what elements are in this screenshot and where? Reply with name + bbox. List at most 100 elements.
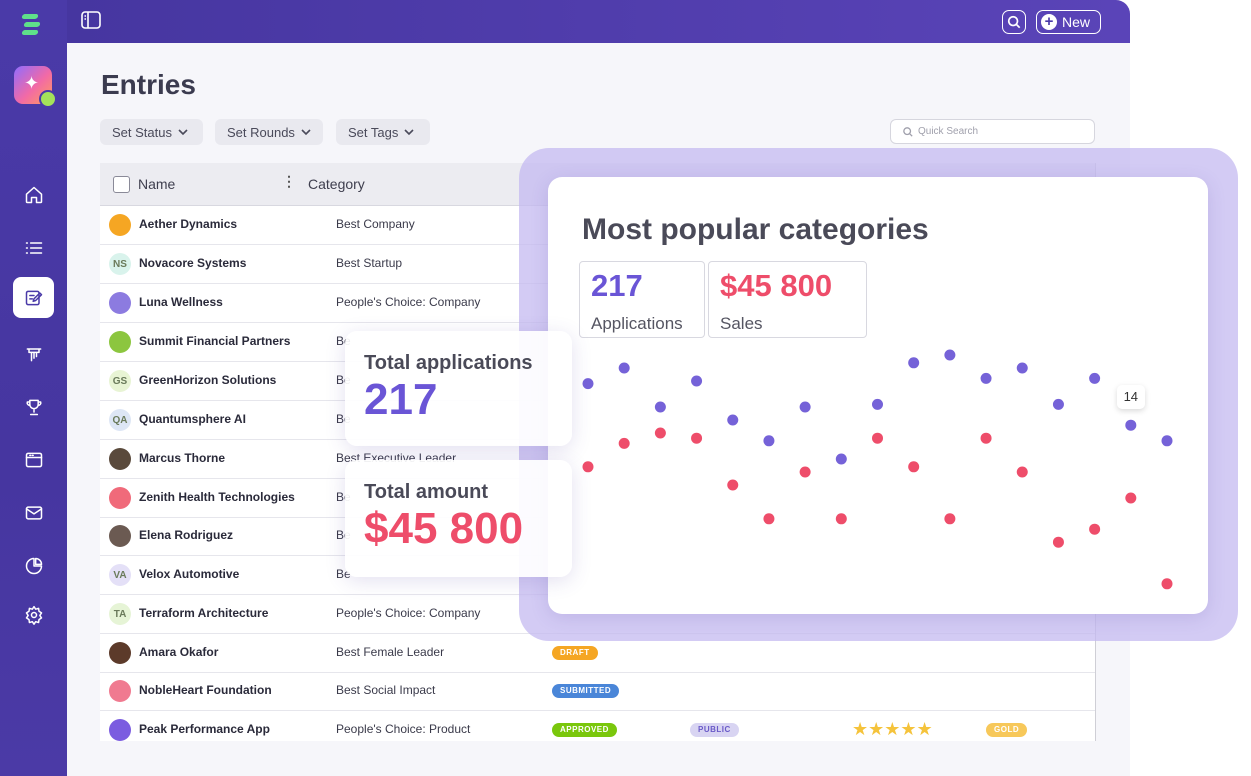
entry-category: Best Startup [336, 256, 403, 270]
page-title: Entries [101, 69, 196, 100]
applications-point [908, 357, 920, 369]
entry-avatar: VA [109, 564, 131, 586]
entry-name[interactable]: Elena Rodriguez [139, 528, 234, 542]
entry-name[interactable]: Luna Wellness [139, 295, 223, 309]
status-badge: DRAFT [552, 646, 598, 660]
sidebar-toggle-icon[interactable] [81, 11, 101, 29]
sales-point [1016, 466, 1028, 478]
entry-name[interactable]: Peak Performance App [139, 722, 270, 736]
set-status-dropdown[interactable]: Set Status [100, 119, 203, 145]
applications-point [582, 378, 594, 390]
window-icon [25, 452, 42, 467]
table-row[interactable]: NobleHeart Foundation Best Social Impact S… [100, 672, 1095, 711]
settings-nav-item[interactable] [13, 594, 54, 635]
set-tags-dropdown[interactable]: Set Tags [336, 119, 430, 145]
status-badge: SUBMITTED [552, 684, 620, 698]
search-button[interactable] [1002, 10, 1026, 34]
search-icon [903, 126, 913, 137]
column-header-category[interactable]: Category [308, 176, 365, 192]
home-icon [25, 186, 42, 203]
applications-point [799, 401, 811, 413]
chevron-down-icon [404, 129, 414, 136]
sales-point [799, 466, 811, 478]
total-amount-value: $45 800 [364, 504, 524, 553]
trophy-icon [25, 399, 42, 415]
applications-point [1016, 362, 1028, 374]
sidebar: ✦ [0, 0, 67, 776]
table-row[interactable]: Peak Performance App People's Choice: Pro… [100, 711, 1095, 741]
entry-category: Best Female Leader [336, 645, 445, 659]
sales-point [618, 437, 630, 449]
entry-avatar [109, 214, 131, 236]
new-button[interactable]: + New [1036, 10, 1101, 34]
entry-name[interactable]: Aether Dynamics [139, 217, 238, 231]
entry-name[interactable]: GreenHorizon Solutions [139, 373, 277, 387]
sales-point [944, 513, 956, 525]
entry-avatar [109, 719, 131, 741]
entry-avatar [109, 525, 131, 547]
entry-avatar: TA [109, 603, 131, 625]
calendar-nav-item[interactable] [13, 439, 54, 480]
entry-category: Best Social Impact [336, 683, 436, 697]
entry-name[interactable]: Zenith Health Technologies [139, 490, 295, 504]
kpi-applications: 217 Applications [579, 261, 705, 338]
chart-title: Most popular categories [582, 213, 929, 246]
search-icon [1007, 15, 1021, 29]
sales-point [727, 479, 739, 491]
workspace-avatar[interactable]: ✦ [14, 66, 57, 108]
entry-avatar [109, 487, 131, 509]
top-bar: + New [67, 0, 1130, 43]
list-icon [25, 241, 42, 254]
select-all-checkbox[interactable] [113, 176, 130, 193]
visibility-tag: PUBLIC [690, 723, 739, 737]
applications-point [1125, 419, 1137, 431]
kpi-sales-value: $45 800 [720, 268, 833, 303]
set-rounds-label: Set Rounds [227, 124, 295, 140]
entry-name[interactable]: Amara Okafor [139, 645, 219, 659]
rounds-nav-item[interactable] [13, 333, 54, 374]
quick-search-placeholder: Quick Search [918, 126, 979, 137]
total-amount-title: Total amount [364, 481, 489, 503]
home-nav-item[interactable] [13, 174, 54, 215]
sales-point [763, 513, 775, 525]
awards-nav-item[interactable] [13, 386, 54, 427]
entry-name[interactable]: NobleHeart Foundation [139, 683, 272, 697]
sales-point [980, 432, 992, 444]
set-rounds-dropdown[interactable]: Set Rounds [215, 119, 323, 145]
entry-avatar [109, 680, 131, 702]
entry-avatar [109, 331, 131, 353]
quick-search-input[interactable]: Quick Search [890, 119, 1095, 144]
entry-name[interactable]: Marcus Thorne [139, 451, 226, 465]
entry-avatar [109, 642, 131, 664]
entry-name[interactable]: Velox Automotive [139, 567, 240, 581]
entry-name[interactable]: Terraform Architecture [139, 606, 269, 620]
mail-icon [25, 505, 42, 520]
set-status-label: Set Status [112, 124, 172, 140]
column-header-name[interactable]: Name [138, 176, 176, 192]
chart-card: Most popular categories 217 Applications… [548, 177, 1208, 614]
total-applications-value: 217 [364, 375, 438, 424]
total-applications-card: Total applications 217 [345, 331, 572, 446]
chevron-down-icon [301, 129, 311, 136]
chart-tooltip: 14 [1116, 385, 1145, 410]
mail-nav-item[interactable] [13, 492, 54, 533]
applications-point [618, 362, 630, 374]
reports-nav-item[interactable] [13, 545, 54, 586]
entry-name[interactable]: Novacore Systems [139, 256, 247, 270]
list-nav-item[interactable] [13, 227, 54, 268]
applications-point [1161, 435, 1173, 447]
applications-point [1052, 398, 1064, 410]
entries-nav-item[interactable] [13, 277, 54, 318]
applications-point [872, 398, 883, 410]
table-row[interactable]: Amara Okafor Best Female Leader DRAFT [100, 634, 1095, 673]
column-menu-icon[interactable]: ⋮ [282, 173, 296, 189]
entry-category: People's Choice: Company [336, 606, 481, 620]
entry-name[interactable]: Summit Financial Partners [139, 334, 291, 348]
dot-plot-chart [582, 349, 1173, 602]
award-badge: GOLD [986, 723, 1028, 737]
applications-point [944, 349, 956, 361]
entry-avatar: NS [109, 253, 131, 275]
rating-stars: ★★★★★ [852, 719, 933, 740]
entry-category: Best Company [336, 217, 415, 231]
entry-name[interactable]: Quantumsphere AI [139, 412, 246, 426]
